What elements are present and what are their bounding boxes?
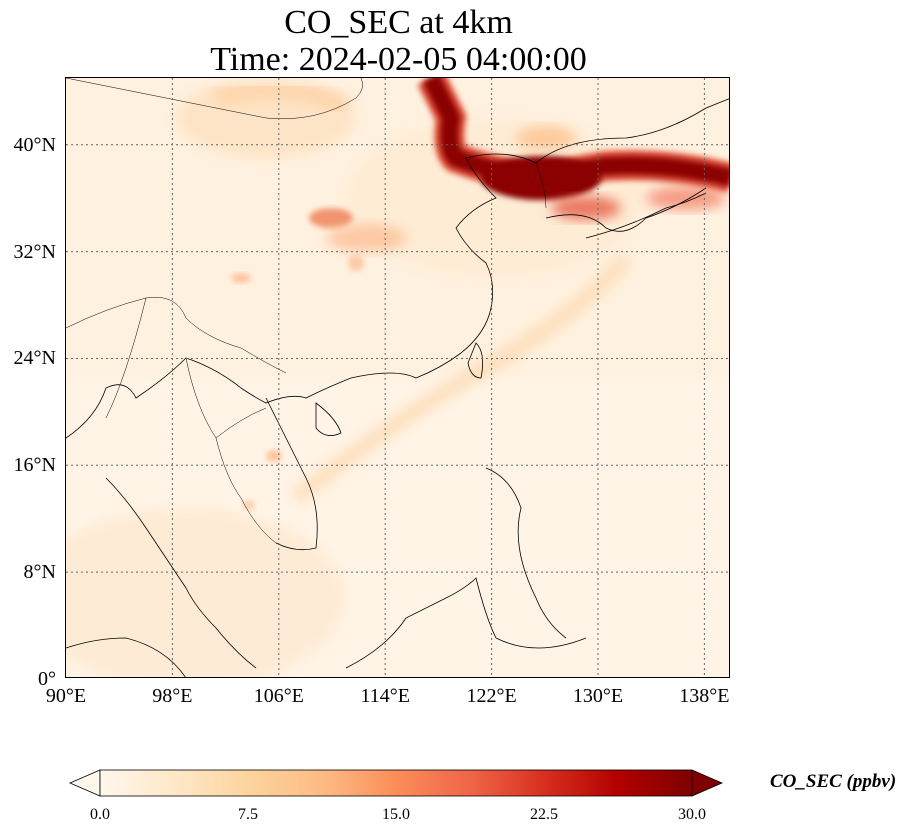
y-tick-label: 16°N xyxy=(13,454,56,477)
x-tick-label: 106°E xyxy=(253,685,304,707)
map-canvas xyxy=(66,78,729,677)
x-tick-label: 98°E xyxy=(152,685,193,707)
country-borders xyxy=(66,78,547,544)
coastlines xyxy=(66,98,729,677)
y-tick-label: 40°N xyxy=(13,133,56,156)
colorbar-tick-label: 7.5 xyxy=(238,806,258,823)
chart-title-line2: Time: 2024-02-05 04:00:00 xyxy=(210,41,587,78)
colorbar-max-extend xyxy=(691,769,724,797)
x-tick-label: 114°E xyxy=(360,685,410,707)
colorbar-tick-label: 0.0 xyxy=(90,806,110,823)
map-plot-area xyxy=(65,77,730,678)
gridlines xyxy=(66,78,729,677)
x-tick-label: 90°E xyxy=(45,685,87,707)
colorbar xyxy=(68,769,724,797)
colorbar-min-extend xyxy=(68,769,101,797)
colorbar-tick-label: 15.0 xyxy=(382,806,410,823)
y-tick-label: 8°N xyxy=(23,561,56,584)
x-tick-label: 138°E xyxy=(679,685,730,707)
colorbar-tick-label: 22.5 xyxy=(530,806,558,823)
colorbar-gradient xyxy=(99,769,693,797)
chart-title-line1: CO_SEC at 4km xyxy=(284,4,513,41)
x-tick-label: 130°E xyxy=(572,685,624,707)
y-tick-label: 32°N xyxy=(13,240,56,263)
colorbar-tick-label: 30.0 xyxy=(678,806,706,823)
y-tick-label: 0° xyxy=(38,668,56,690)
colorbar-label: CO_SEC (ppbv) xyxy=(770,771,897,792)
co-plume-layer xyxy=(213,78,729,510)
x-tick-label: 122°E xyxy=(466,685,517,707)
y-tick-label: 24°N xyxy=(13,347,56,370)
